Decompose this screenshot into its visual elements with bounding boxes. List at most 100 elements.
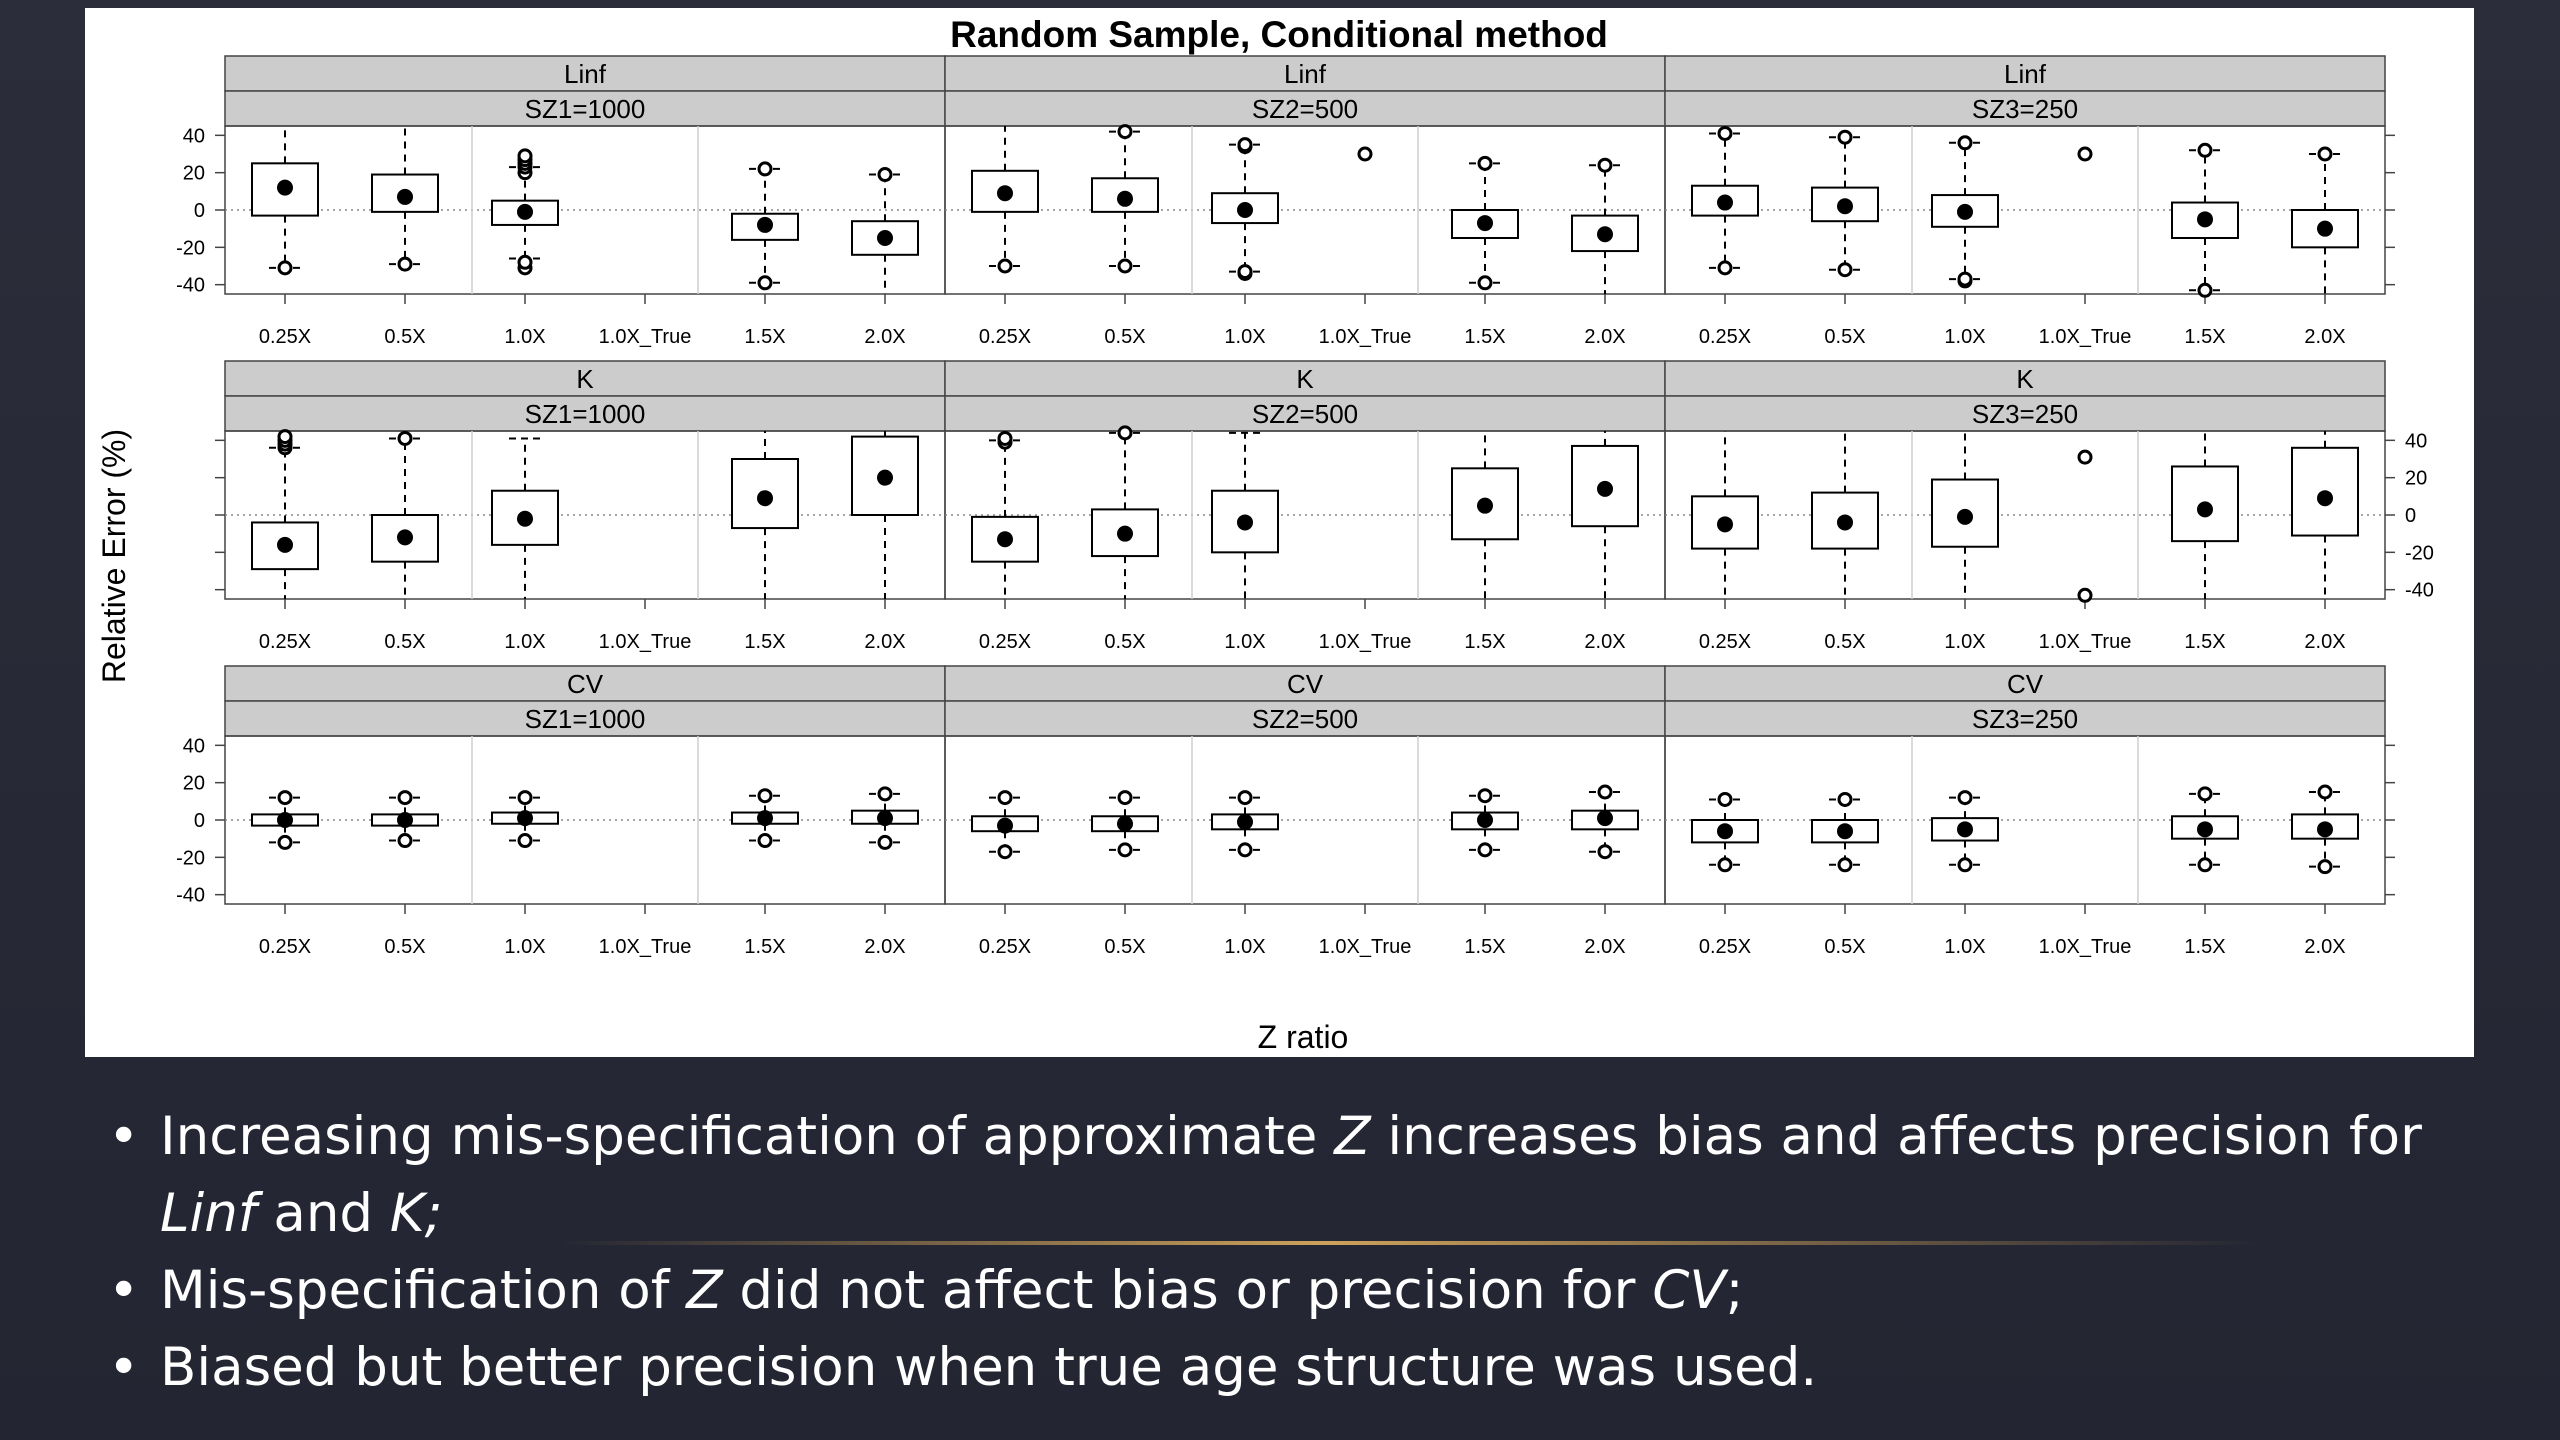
outlier-point xyxy=(1237,264,1253,280)
y-tick-label: 0 xyxy=(194,810,205,832)
outlier-point xyxy=(2197,142,2213,158)
median-dot xyxy=(1957,821,1973,838)
x-tick-label: 1.0X xyxy=(1224,936,1265,958)
outlier-point xyxy=(997,790,1013,806)
median-dot xyxy=(1837,198,1853,215)
bullet-text: CV xyxy=(1652,1260,1726,1321)
y-tick-label: -40 xyxy=(176,885,205,907)
median-dot xyxy=(397,812,413,828)
outlier-point xyxy=(1957,790,1973,806)
x-tick-label: 2.0X xyxy=(864,631,905,653)
bullet-text: Biased but better precision when true ag… xyxy=(160,1337,1818,1398)
x-tick-label: 0.5X xyxy=(384,936,425,958)
y-tick-label: 20 xyxy=(183,163,205,185)
bullet-list: Increasing mis-specification of approxim… xyxy=(108,1098,2468,1406)
decorative-divider xyxy=(560,1241,2260,1245)
outlier-point xyxy=(397,833,413,849)
strip-sample-size-label: SZ2=500 xyxy=(1252,704,1358,734)
x-tick-label: 0.25X xyxy=(979,326,1031,348)
bullet-text: Increasing mis-specification of approxim… xyxy=(160,1106,1335,1167)
x-tick-label: 0.5X xyxy=(384,326,425,348)
outlier-point xyxy=(1957,271,1973,287)
y-tick-label: 40 xyxy=(183,735,205,757)
median-dot xyxy=(2317,220,2333,237)
x-tick-label: 0.25X xyxy=(1699,326,1751,348)
strip-sample-size xyxy=(1664,700,2386,737)
outlier-point xyxy=(1837,129,1853,145)
y-tick-label: 0 xyxy=(194,200,205,222)
x-tick-label: 1.0X_True xyxy=(2039,631,2132,653)
x-tick-label: 1.0X_True xyxy=(599,631,692,653)
bullet-text: ; xyxy=(1725,1260,1744,1321)
median-dot xyxy=(1237,202,1253,218)
outlier-point xyxy=(1477,155,1493,171)
outlier-point xyxy=(1717,791,1733,807)
strip-parameter-label: CV xyxy=(1287,669,1324,699)
outlier-point xyxy=(397,256,413,272)
outlier-point xyxy=(757,275,773,291)
x-tick-label: 1.0X_True xyxy=(599,936,692,958)
median-dot xyxy=(1117,815,1133,832)
x-tick-label: 2.0X xyxy=(2304,936,2345,958)
x-tick-label: 0.25X xyxy=(1699,631,1751,653)
median-dot xyxy=(1597,480,1613,497)
outlier-point xyxy=(2197,282,2213,298)
median-dot xyxy=(1237,514,1253,531)
outlier-point xyxy=(1837,791,1853,807)
strip-sample-size xyxy=(1664,90,2386,127)
x-tick-label: 0.5X xyxy=(1824,936,1865,958)
bullet-item: Increasing mis-specification of approxim… xyxy=(108,1098,2468,1252)
outlier-point xyxy=(277,834,293,850)
y-tick-label: 0 xyxy=(2405,505,2416,527)
outlier-point xyxy=(1117,124,1133,140)
median-dot xyxy=(757,810,773,827)
outlier-point xyxy=(2317,784,2333,800)
median-dot xyxy=(2197,501,2213,518)
median-dot xyxy=(1117,190,1133,207)
median-dot xyxy=(1837,823,1853,840)
outlier-point xyxy=(517,790,533,806)
x-axis-label: Z ratio xyxy=(1258,1019,1349,1055)
bullet-text: and xyxy=(256,1183,390,1244)
outlier-point xyxy=(2317,859,2333,875)
strip-sample-size xyxy=(224,395,946,432)
strip-sample-size-label: SZ3=250 xyxy=(1972,399,2078,429)
y-tick-label: -20 xyxy=(176,237,205,259)
bullet-text: increases bias and affects precision for xyxy=(1370,1106,2422,1167)
outlier-point xyxy=(997,844,1013,860)
x-tick-label: 0.5X xyxy=(1104,936,1145,958)
outlier-point xyxy=(1357,146,1373,162)
x-tick-label: 1.5X xyxy=(1464,936,1505,958)
outlier-point xyxy=(1597,784,1613,800)
chart-title: Random Sample, Conditional method xyxy=(950,14,1608,55)
median-dot xyxy=(997,185,1013,202)
outlier-point xyxy=(1957,135,1973,151)
y-axis-label: Relative Error (%) xyxy=(96,429,132,683)
y-tick-label: -20 xyxy=(176,847,205,869)
box-iqr xyxy=(1811,186,1879,223)
bullet-item: Biased but better precision when true ag… xyxy=(108,1329,2468,1406)
y-tick-label: -20 xyxy=(2405,542,2434,564)
outlier-point xyxy=(1117,425,1133,441)
outlier-point xyxy=(1117,790,1133,806)
x-tick-label: 2.0X xyxy=(1584,631,1625,653)
median-dot xyxy=(1717,516,1733,533)
x-tick-label: 1.5X xyxy=(1464,326,1505,348)
median-dot xyxy=(517,510,533,527)
x-tick-label: 0.25X xyxy=(979,631,1031,653)
x-tick-label: 1.0X_True xyxy=(2039,326,2132,348)
x-tick-label: 1.0X_True xyxy=(1319,631,1412,653)
x-tick-label: 1.5X xyxy=(2184,936,2225,958)
outlier-point xyxy=(1237,137,1253,153)
median-dot xyxy=(1957,203,1973,220)
outlier-point xyxy=(1237,842,1253,858)
y-tick-label: 40 xyxy=(2405,430,2427,452)
median-dot xyxy=(1477,812,1493,828)
y-tick-label: -40 xyxy=(2405,580,2434,602)
outlier-point xyxy=(877,167,893,183)
median-dot xyxy=(1837,514,1853,531)
x-tick-label: 1.0X_True xyxy=(1319,936,1412,958)
median-dot xyxy=(277,536,293,553)
outlier-point xyxy=(1717,125,1733,141)
x-tick-label: 1.5X xyxy=(744,631,785,653)
